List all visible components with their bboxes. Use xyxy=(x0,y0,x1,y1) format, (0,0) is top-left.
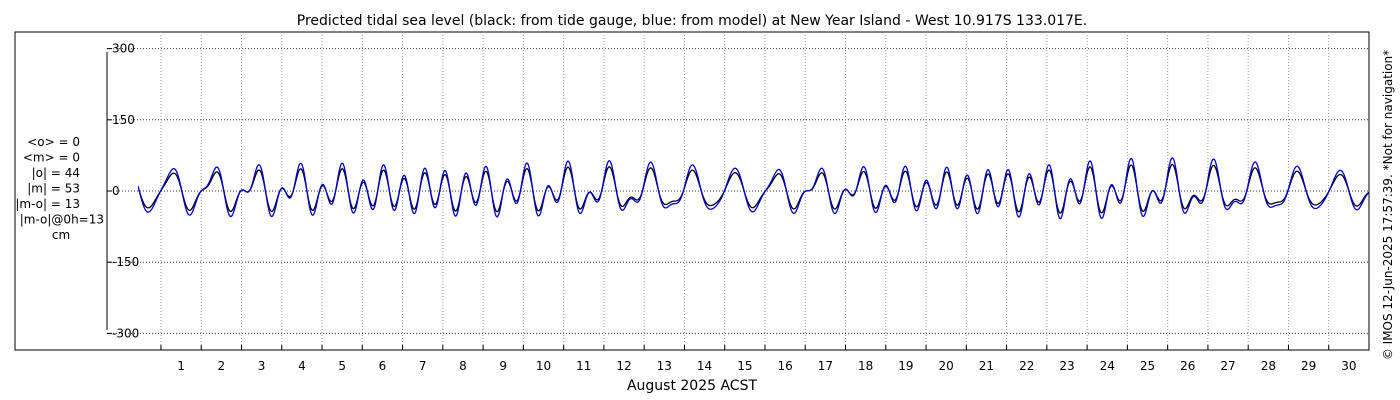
x-tick-label: 13 xyxy=(657,359,672,373)
y-tick-label: -300 xyxy=(112,326,139,340)
x-tick-label: 30 xyxy=(1341,359,1356,373)
x-tick-label: 10 xyxy=(536,359,551,373)
x-tick-label: 3 xyxy=(258,359,266,373)
stat-line: |m| = 53 xyxy=(27,182,80,196)
grid-layer xyxy=(107,32,1369,350)
x-tick-label: 18 xyxy=(858,359,873,373)
x-tick-label: 28 xyxy=(1261,359,1276,373)
stat-line: <o> = 0 xyxy=(27,135,80,149)
x-tick-label: 14 xyxy=(697,359,712,373)
y-tick-label: 150 xyxy=(112,113,135,127)
x-tick-label: 19 xyxy=(898,359,913,373)
x-tick-label: 20 xyxy=(939,359,954,373)
series-line-gauge xyxy=(138,163,1369,214)
stat-line: <m> = 0 xyxy=(23,151,80,165)
y-tick-label: 300 xyxy=(112,42,135,56)
x-tick-label: 16 xyxy=(777,359,792,373)
x-ticks: 1 2 3 4 5 6 7 8 9 10 11 12 13 14 15 16 17 18 19 20 21 22 23 24 2… xyxy=(160,345,1357,373)
stat-line: |m-o|@0h=13 xyxy=(20,213,104,227)
series-layer xyxy=(138,157,1369,220)
x-tick-label: 12 xyxy=(616,359,631,373)
x-tick-label: 1 xyxy=(177,359,185,373)
x-tick-label: 2 xyxy=(218,359,226,373)
stat-line: cm xyxy=(52,228,70,242)
chart-title: Predicted tidal sea level (black: from t… xyxy=(297,13,1087,29)
stats-block: <o> = 0 <m> = 0|o| = 44 |m| = 53|m-o| = 13… xyxy=(15,135,104,242)
x-axis-title: August 2025 ACST xyxy=(627,378,758,394)
y-tick-label: 0 xyxy=(112,184,120,198)
y-ticks: 300 150 0 -150 -300 xyxy=(107,42,139,340)
x-tick-label: 7 xyxy=(419,359,427,373)
x-tick-label: 23 xyxy=(1059,359,1074,373)
x-tick-label: 26 xyxy=(1180,359,1195,373)
y-tick-label: -150 xyxy=(112,255,139,269)
x-tick-label: 6 xyxy=(379,359,387,373)
stat-line: |o| = 44 xyxy=(32,166,80,180)
x-tick-label: 17 xyxy=(818,359,833,373)
x-tick-label: 9 xyxy=(499,359,507,373)
x-tick-label: 27 xyxy=(1220,359,1235,373)
x-tick-label: 4 xyxy=(298,359,306,373)
stat-line: |m-o| = 13 xyxy=(15,197,80,211)
series-line-model xyxy=(138,157,1369,220)
x-tick-label: 21 xyxy=(979,359,994,373)
x-tick-label: 29 xyxy=(1301,359,1316,373)
x-tick-label: 8 xyxy=(459,359,467,373)
x-tick-label: 24 xyxy=(1100,359,1115,373)
copyright-note: © IMOS 12-Jun-2025 17:57:39. *Not for na… xyxy=(1381,50,1395,360)
x-tick-label: 15 xyxy=(737,359,752,373)
x-tick-label: 25 xyxy=(1140,359,1155,373)
x-tick-label: 11 xyxy=(576,359,591,373)
x-tick-label: 5 xyxy=(338,359,346,373)
x-tick-label: 22 xyxy=(1019,359,1034,373)
